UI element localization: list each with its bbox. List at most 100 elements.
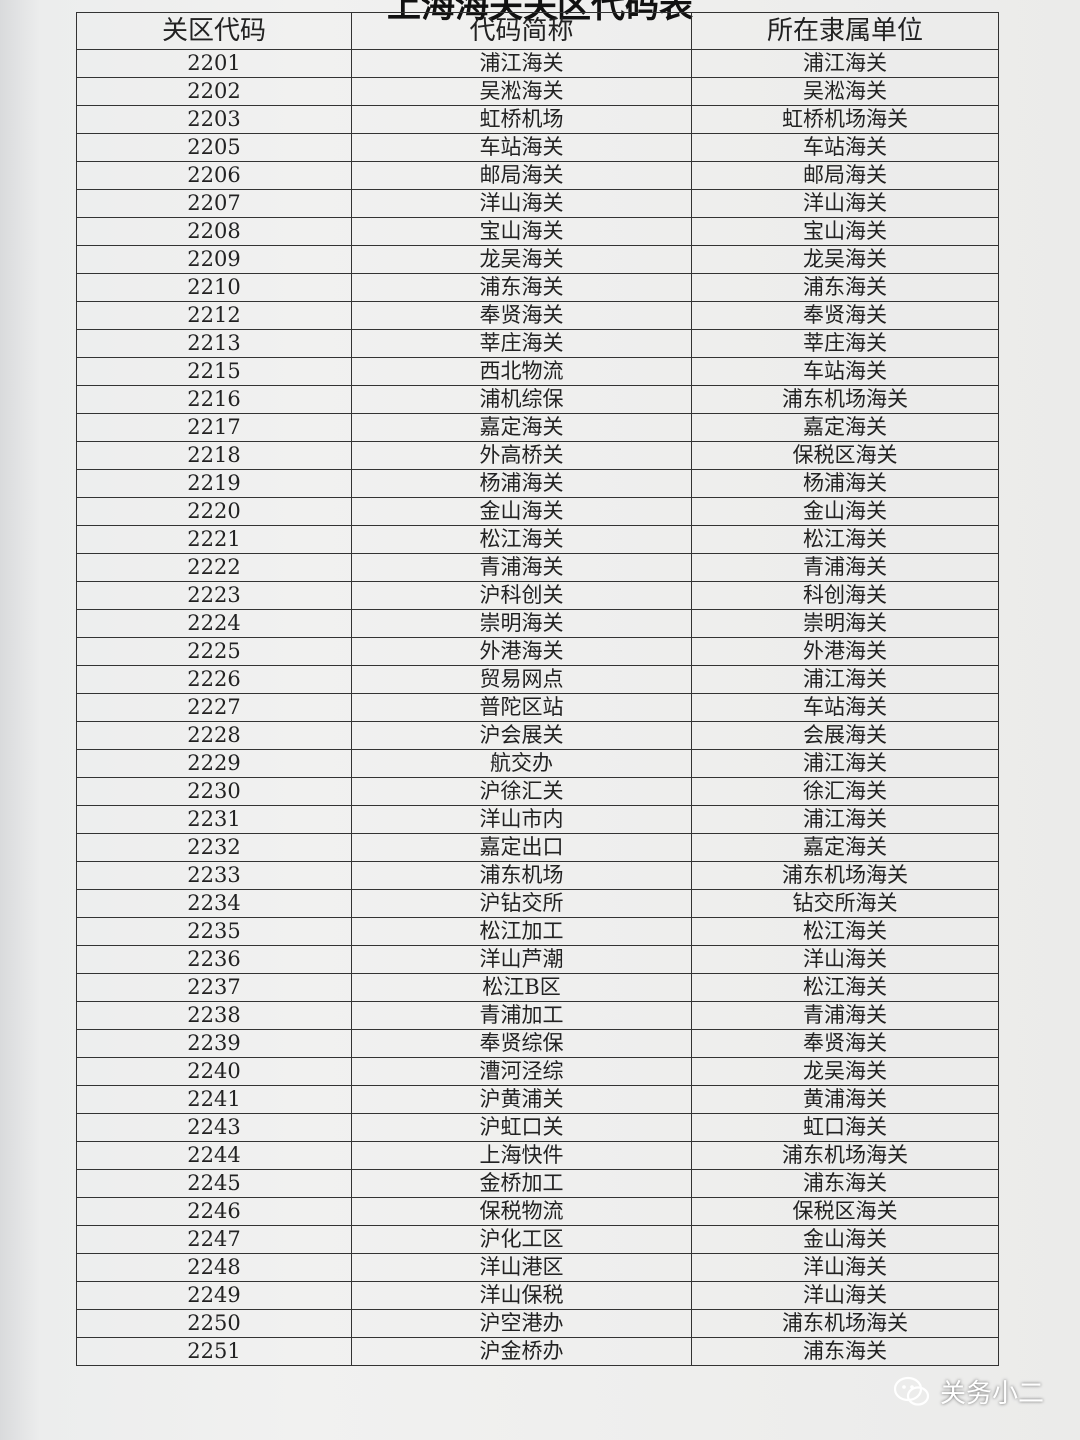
table-cell: 西北物流 (351, 357, 692, 386)
table-cell: 外港海关 (351, 637, 692, 666)
table-row: 2223 沪科创关 科创海关 (76, 581, 999, 610)
table-cell: 2240 (76, 1057, 352, 1086)
table-cell: 洋山海关 (691, 1281, 999, 1310)
table-row: 2234 沪钻交所 钻交所海关 (76, 889, 999, 918)
table-row: 2229 航交办 浦江海关 (76, 749, 999, 778)
table-cell: 浦江海关 (691, 805, 999, 834)
table-row: 2213 莘庄海关 莘庄海关 (76, 329, 999, 358)
table-cell: 嘉定海关 (351, 413, 692, 442)
table-cell: 2230 (76, 777, 352, 806)
table-cell: 洋山保税 (351, 1281, 692, 1310)
wechat-icon (893, 1376, 930, 1406)
table-cell: 2228 (76, 721, 352, 750)
table-cell: 黄浦海关 (691, 1085, 999, 1114)
table-cell: 金山海关 (691, 497, 999, 526)
table-cell: 松江B区 (351, 973, 692, 1002)
table-cell: 洋山市内 (351, 805, 692, 834)
table-cell: 2246 (76, 1197, 352, 1226)
table-row: 2216 浦机综保 浦东机场海关 (76, 385, 999, 414)
table-row: 2220 金山海关 金山海关 (76, 497, 999, 526)
table-row: 2215 西北物流 车站海关 (76, 357, 999, 386)
table-cell: 杨浦海关 (691, 469, 999, 498)
table-row: 2243 沪虹口关 虹口海关 (76, 1113, 999, 1142)
table-cell: 青浦海关 (351, 553, 692, 582)
table-row: 2226 贸易网点 浦江海关 (76, 665, 999, 694)
table-row: 2245 金桥加工 浦东海关 (76, 1169, 999, 1198)
header-cell: 所在隶属单位 (691, 12, 999, 50)
table-cell: 2241 (76, 1085, 352, 1114)
table-cell: 松江海关 (691, 973, 999, 1002)
table-cell: 浦江海关 (351, 49, 692, 78)
table-row: 2218 外高桥关 保税区海关 (76, 441, 999, 470)
table-cell: 2245 (76, 1169, 352, 1198)
table-cell: 沪科创关 (351, 581, 692, 610)
table-cell: 车站海关 (351, 133, 692, 162)
table-cell: 莘庄海关 (691, 329, 999, 358)
table-cell: 2232 (76, 833, 352, 862)
header-cell: 代码简称 (351, 12, 692, 50)
table-cell: 沪钻交所 (351, 889, 692, 918)
table-cell: 奉贤综保 (351, 1029, 692, 1058)
table-row: 2237 松江B区 松江海关 (76, 973, 999, 1002)
table-cell: 保税物流 (351, 1197, 692, 1226)
table-cell: 洋山海关 (691, 189, 999, 218)
table-cell: 青浦加工 (351, 1001, 692, 1030)
table-cell: 2234 (76, 889, 352, 918)
table-cell: 浦东机场 (351, 861, 692, 890)
table-row: 2224 崇明海关 崇明海关 (76, 609, 999, 638)
table-row: 2231 洋山市内 浦江海关 (76, 805, 999, 834)
table-cell: 青浦海关 (691, 1001, 999, 1030)
table-row: 2217 嘉定海关 嘉定海关 (76, 413, 999, 442)
table-cell: 2226 (76, 665, 352, 694)
table-cell: 航交办 (351, 749, 692, 778)
watermark: 关务小二 (893, 1373, 1044, 1410)
table-cell: 2223 (76, 581, 352, 610)
table-row: 2235 松江加工 松江海关 (76, 917, 999, 946)
table-cell: 松江海关 (691, 525, 999, 554)
watermark-text: 关务小二 (939, 1379, 1044, 1409)
table-cell: 2207 (76, 189, 352, 218)
table-cell: 2205 (76, 133, 352, 162)
table-cell: 2203 (76, 105, 352, 134)
table-cell: 洋山芦潮 (351, 945, 692, 974)
table-cell: 洋山海关 (351, 189, 692, 218)
table-cell: 浦东机场海关 (691, 1141, 999, 1170)
table-row: 2250 沪空港办 浦东机场海关 (76, 1309, 999, 1338)
table-cell: 浦东海关 (691, 1169, 999, 1198)
table-row: 2205 车站海关 车站海关 (76, 133, 999, 162)
table-row: 2207 洋山海关 洋山海关 (76, 189, 999, 218)
table-cell: 虹桥机场 (351, 105, 692, 134)
table-cell: 2217 (76, 413, 352, 442)
table-cell: 会展海关 (691, 721, 999, 750)
table-cell: 漕河泾综 (351, 1057, 692, 1086)
table-cell: 2218 (76, 441, 352, 470)
table-cell: 2229 (76, 749, 352, 778)
table-cell: 嘉定海关 (691, 413, 999, 442)
table-cell: 松江加工 (351, 917, 692, 946)
table-cell: 青浦海关 (691, 553, 999, 582)
table-cell: 金山海关 (691, 1225, 999, 1254)
table-cell: 2238 (76, 1001, 352, 1030)
table-cell: 沪化工区 (351, 1225, 692, 1254)
table-row: 2251 沪金桥办 浦东海关 (76, 1337, 999, 1366)
table-row: 2240 漕河泾综 龙吴海关 (76, 1057, 999, 1086)
table-cell: 2219 (76, 469, 352, 498)
table-cell: 2235 (76, 917, 352, 946)
table-cell: 虹桥机场海关 (691, 105, 999, 134)
table-cell: 2202 (76, 77, 352, 106)
table-cell: 2247 (76, 1225, 352, 1254)
table-cell: 2244 (76, 1141, 352, 1170)
table-cell: 宝山海关 (691, 217, 999, 246)
table-cell: 2221 (76, 525, 352, 554)
table-cell: 浦东机场海关 (691, 861, 999, 890)
table-row: 2232 嘉定出口 嘉定海关 (76, 833, 999, 862)
table-cell: 浦机综保 (351, 385, 692, 414)
table-cell: 奉贤海关 (691, 301, 999, 330)
table-cell: 徐汇海关 (691, 777, 999, 806)
table-cell: 车站海关 (691, 133, 999, 162)
table-row: 2238 青浦加工 青浦海关 (76, 1001, 999, 1030)
header-cell: 关区代码 (76, 12, 352, 50)
table-cell: 浦东海关 (351, 273, 692, 302)
table-cell: 2215 (76, 357, 352, 386)
table-cell: 2243 (76, 1113, 352, 1142)
